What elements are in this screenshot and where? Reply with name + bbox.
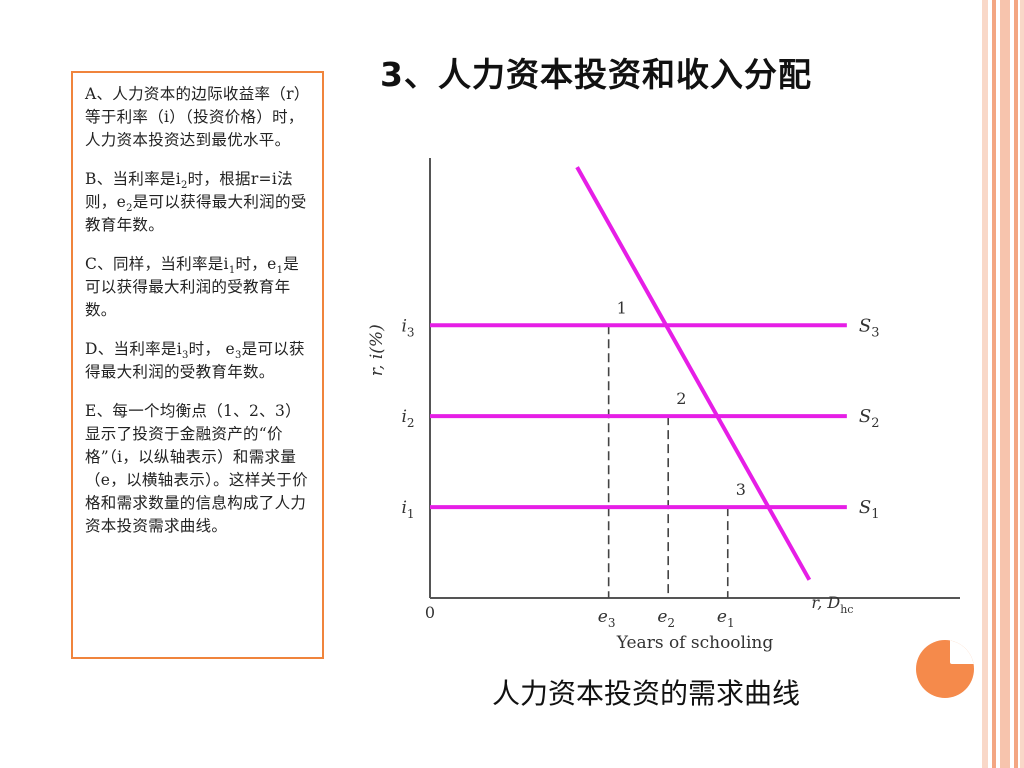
right-decor-stripes [980, 0, 1024, 768]
demand-curve-label-sub: hc [840, 603, 853, 616]
paragraph-a: A、人力资本的边际收益率（r）等于利率（i）（投资价格）时，人力资本投资达到最优… [85, 85, 310, 149]
demand-curve-label: r, Dhc [811, 593, 853, 616]
slide-title: 3、人力资本投资和收入分配 [380, 55, 812, 94]
supply-line-label: S2 [859, 406, 880, 431]
supply-line-label-main: S [859, 497, 871, 518]
supply-line-label-main: S [859, 406, 871, 427]
paragraph-c: C、同样，当利率是i1时，e1是可以获得最大利润的受教育年数。 [85, 255, 300, 319]
y-tick-label: i3 [401, 316, 414, 339]
equilibrium-label: 2 [676, 389, 686, 408]
origin-label: 0 [425, 603, 435, 622]
supply-line-label-sub: 3 [871, 325, 879, 340]
x-tick-label-main: e [598, 607, 608, 627]
y-tick-label-sub: 1 [407, 507, 415, 521]
corner-notch [950, 640, 974, 664]
x-tick-label-main: e [717, 607, 727, 627]
paragraph-b: B、当利率是i2时，根据r=i法则，e2是可以获得最大利润的受教育年数。 [85, 170, 307, 234]
corner-decoration [916, 640, 974, 698]
x-tick-label: e1 [717, 607, 735, 630]
x-axis-title: Years of schooling [616, 633, 774, 653]
y-tick-label-sub: 3 [407, 325, 415, 339]
supply-line-label: S3 [859, 315, 880, 340]
explanation-text-box: A、人力资本的边际收益率（r）等于利率（i）（投资价格）时，人力资本投资达到最优… [71, 71, 324, 659]
x-tick-label-sub: 2 [667, 616, 675, 630]
x-tick-label-sub: 3 [608, 616, 616, 630]
supply-line-label: S1 [859, 497, 880, 522]
x-tick-label-sub: 1 [727, 616, 735, 630]
supply-line-label-main: S [859, 315, 871, 336]
chart-caption: 人力资本投资的需求曲线 [492, 677, 801, 710]
stripe-4 [1014, 0, 1018, 768]
paragraph-d: D、当利率是i3时， e3是可以获得最大利润的受教育年数。 [85, 340, 305, 381]
stripe-5 [1020, 0, 1024, 768]
x-tick-label: e2 [657, 607, 675, 630]
demand-curve-line [575, 166, 812, 581]
y-tick-label: i2 [401, 407, 414, 430]
y-tick-label-main: i [401, 498, 406, 518]
stripe-3 [1000, 0, 1010, 768]
y-tick-label: i1 [401, 498, 414, 521]
supply-line-label-sub: 1 [871, 507, 879, 522]
paragraph-e: E、每一个均衡点（1、2、3）显示了投资于金融资产的“价格”（i，以纵轴表示）和… [85, 402, 308, 535]
x-tick-label: e3 [598, 607, 616, 630]
equilibrium-label: 1 [617, 298, 627, 317]
stripe-1 [982, 0, 988, 768]
y-tick-label-sub: 2 [407, 416, 415, 430]
stripe-2 [992, 0, 996, 768]
y-tick-label-main: i [401, 407, 406, 427]
x-tick-label-main: e [657, 607, 667, 627]
y-tick-label-main: i [401, 316, 406, 336]
supply-line-label-sub: 2 [871, 416, 879, 431]
y-axis-title: r, i(%) [367, 324, 387, 376]
demand-curve-label-main: r, D [811, 593, 840, 612]
equilibrium-label: 3 [736, 480, 746, 499]
